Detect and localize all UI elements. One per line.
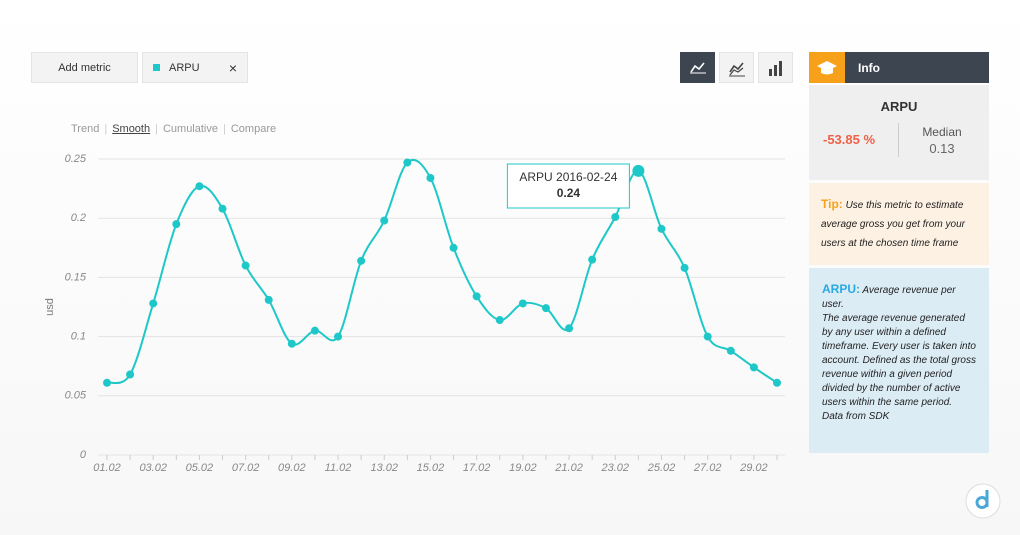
- line: [106, 158, 778, 385]
- x-tick-label: 25.02: [647, 462, 676, 474]
- x-tick-label: 01.02: [93, 462, 121, 474]
- point: [380, 216, 389, 225]
- x-tick-label: 23.02: [601, 462, 630, 474]
- icon: [769, 61, 782, 76]
- point: [195, 182, 204, 191]
- cap-icon: [817, 61, 837, 75]
- definition-label: ARPU:: [822, 282, 860, 296]
- tip-box: Tip: Use this metric to estimate average…: [809, 183, 989, 265]
- bar-chart-button[interactable]: [758, 52, 793, 83]
- separator: |: [104, 123, 108, 135]
- point: [126, 370, 135, 379]
- info-title: Info: [858, 61, 880, 75]
- icon: [690, 62, 706, 74]
- point: [588, 255, 597, 264]
- info-header: Info: [845, 52, 989, 83]
- separator: |: [155, 123, 158, 135]
- point: [287, 339, 296, 348]
- point: [472, 292, 481, 301]
- label: Add metric: [58, 61, 111, 74]
- point: [749, 363, 758, 372]
- point: [726, 346, 735, 355]
- metric-chip[interactable]: ARPU ×: [142, 52, 248, 83]
- x-tick-label: 03.02: [139, 462, 167, 474]
- x-tick-label: 29.02: [739, 462, 768, 474]
- chip-swatch: [153, 64, 160, 71]
- x-tick-label: 05.02: [186, 462, 214, 474]
- mode-links: Trend | Smooth | Cumulative | Compare: [71, 123, 276, 135]
- tip-label: Tip:: [821, 197, 843, 211]
- y-axis-label: usd: [44, 298, 56, 316]
- brand-logo: [965, 483, 1001, 519]
- point: [241, 261, 250, 270]
- y-tick-label: 0.2: [71, 212, 86, 224]
- definition-line: The average revenue generated by any use…: [822, 313, 976, 408]
- chip-label: ARPU: [169, 61, 200, 74]
- x-tick-label: 19.02: [509, 462, 537, 474]
- point: [703, 332, 712, 341]
- point: [218, 204, 227, 213]
- chart: usd 0 0.05 0.1 0.15 0.2 0.25 01.02 03.02 05.02 07…: [44, 153, 785, 474]
- point: [541, 304, 550, 313]
- summary-metric: ARPU: [880, 99, 918, 114]
- mode-link[interactable]: Cumulative: [162, 123, 218, 135]
- point: [565, 324, 574, 333]
- median: Median 0.13: [909, 125, 975, 156]
- point: [449, 243, 458, 252]
- point: [357, 256, 366, 265]
- definition-line: Data from SDK: [822, 411, 890, 422]
- point: [657, 224, 666, 233]
- point: [403, 158, 412, 167]
- x-tick-label: 11.02: [325, 462, 352, 474]
- point: [426, 173, 435, 182]
- tooltip-value: 0.24: [557, 186, 581, 200]
- x-tick-label: 21.02: [554, 462, 583, 474]
- point: [680, 263, 689, 272]
- icon: [729, 62, 745, 77]
- mode-link[interactable]: Compare: [230, 123, 277, 135]
- remove-button[interactable]: ×: [228, 59, 237, 76]
- point: [611, 213, 620, 222]
- definition-box: ARPU: Average revenue per user. The aver…: [809, 268, 989, 453]
- y-tick-label: 0.1: [71, 331, 86, 343]
- point: [334, 332, 343, 341]
- add-metric-button[interactable]: Add metric: [31, 52, 138, 83]
- point: [310, 326, 319, 335]
- divider: [898, 123, 899, 157]
- definition-line: Average revenue per user.: [822, 285, 956, 310]
- y-tick-label: 0.15: [65, 271, 87, 283]
- x-tick-label: 07.02: [232, 462, 260, 474]
- x-tick-label: 09.02: [278, 462, 306, 474]
- point: [518, 299, 527, 308]
- change: -53.85 %: [823, 132, 876, 147]
- tooltip-label: ARPU 2016-02-24: [519, 170, 617, 184]
- point: [632, 164, 645, 177]
- point: [495, 316, 504, 325]
- mode-link[interactable]: Smooth: [112, 123, 151, 135]
- x-tick-label: 15.02: [417, 462, 445, 474]
- point: [172, 220, 181, 229]
- tooltip-box: [506, 163, 630, 209]
- x-tick-label: 27.02: [693, 462, 722, 474]
- tip-text: Use this metric to estimate average gros…: [821, 200, 965, 249]
- median-label: Median: [922, 125, 962, 139]
- y-tick-label: 0.05: [65, 390, 87, 402]
- line-chart-button[interactable]: [680, 52, 715, 83]
- y-tick-label: 0.25: [65, 153, 87, 165]
- point: [773, 378, 781, 387]
- area-chart-button[interactable]: [719, 52, 754, 83]
- mode-link[interactable]: Trend: [71, 123, 100, 135]
- point: [149, 299, 158, 308]
- x-tick-label: 17.02: [463, 462, 491, 474]
- point: [264, 295, 273, 304]
- info-icon: [809, 52, 845, 83]
- point: [103, 378, 111, 387]
- median-value: 0.13: [929, 141, 955, 156]
- separator: |: [223, 123, 226, 135]
- summary-box: ARPU -53.85 % Median 0.13: [809, 85, 989, 180]
- y-tick-label: 0: [80, 449, 87, 461]
- x-tick-label: 13.02: [370, 462, 398, 474]
